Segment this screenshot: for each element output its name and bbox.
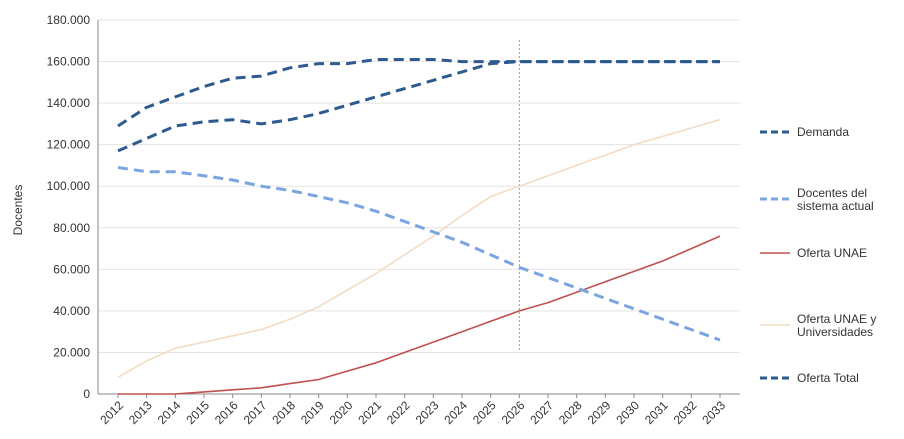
y-tick-label: 160.000 <box>47 55 91 69</box>
series-line-docentes-del <box>117 166 721 342</box>
y-tick-label: 60.000 <box>53 262 90 276</box>
y-tick-label: 0 <box>83 387 90 401</box>
series-line-demanda <box>117 58 720 128</box>
series-lines <box>117 58 721 395</box>
legend-label: Oferta Total <box>797 371 859 385</box>
x-tick-label: 2024 <box>441 398 470 427</box>
legend-label: sistema actual <box>797 199 874 213</box>
x-tick-label: 2023 <box>413 398 442 427</box>
y-tick-label: 140.000 <box>47 96 91 110</box>
x-tick-label: 2021 <box>355 398 384 427</box>
legend-label: Oferta UNAE y <box>797 312 876 326</box>
series-line-oferta-total <box>117 60 720 153</box>
x-tick-label: 2029 <box>585 398 614 427</box>
y-tick-label: 80.000 <box>53 221 90 235</box>
x-tick-label: 2025 <box>470 398 499 427</box>
x-tick-label: 2031 <box>642 398 671 427</box>
x-tick-label: 2030 <box>613 398 642 427</box>
legend-label: Universidades <box>797 325 873 339</box>
y-axis-title: Docentes <box>11 185 25 236</box>
axes: 0 20.000 40.000 60.000 80.000 100.000 120.000 1… <box>47 13 740 427</box>
x-tick-label: 2014 <box>155 398 184 427</box>
legend-label: Oferta UNAE <box>797 246 867 260</box>
x-tick-label: 2016 <box>212 398 241 427</box>
legend-label: Demanda <box>797 125 849 139</box>
x-tick-label: 2019 <box>298 398 327 427</box>
x-tick-label: 2027 <box>527 398 556 427</box>
y-tick-label: 20.000 <box>53 345 90 359</box>
y-tick-label: 120.000 <box>47 138 91 152</box>
gridlines <box>98 19 740 353</box>
x-tick-label: 2012 <box>97 398 126 427</box>
x-tick-label: 2017 <box>241 398 270 427</box>
y-tick-label: 180.000 <box>47 13 91 27</box>
x-tick-label: 2033 <box>699 398 728 427</box>
x-tick-label: 2020 <box>327 398 356 427</box>
series-line-oferta-unae <box>118 235 721 395</box>
x-tick-label: 2032 <box>671 398 700 427</box>
legend-label: Docentes del <box>797 186 867 200</box>
x-tick-label: 2026 <box>499 398 528 427</box>
x-tick-label: 2018 <box>269 398 298 427</box>
x-tick-label: 2013 <box>126 398 155 427</box>
series-line-oferta-unae-y <box>117 118 721 379</box>
y-tick-label: 40.000 <box>53 304 90 318</box>
x-tick-label: 2015 <box>183 398 212 427</box>
y-tick-label: 100.000 <box>47 179 91 193</box>
x-tick-label: 2028 <box>556 398 585 427</box>
x-tick-label: 2022 <box>384 398 413 427</box>
